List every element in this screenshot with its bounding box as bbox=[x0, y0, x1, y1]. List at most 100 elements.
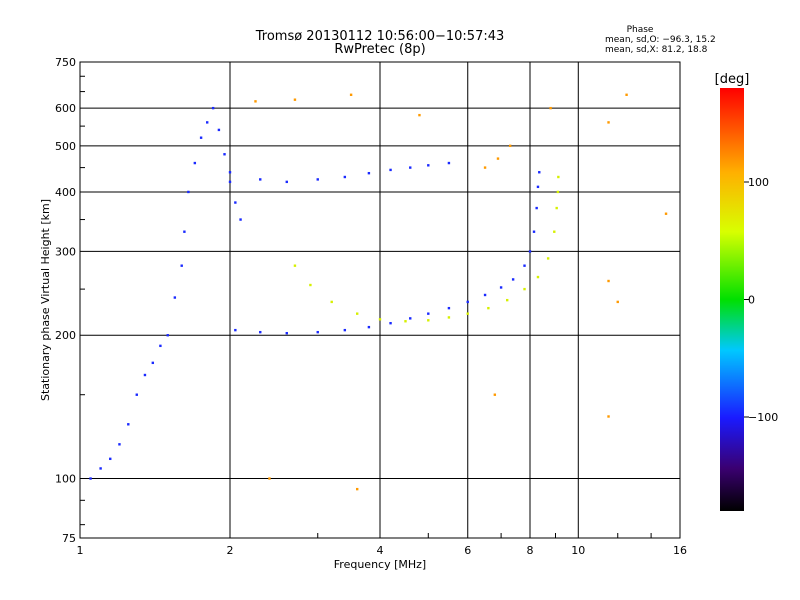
data-point bbox=[217, 128, 221, 132]
data-point bbox=[254, 100, 257, 103]
y-tick-label: 600 bbox=[55, 102, 76, 115]
y-gridlines bbox=[80, 75, 680, 526]
data-point bbox=[447, 306, 451, 310]
y-tick-label: 200 bbox=[55, 329, 76, 342]
data-point bbox=[532, 230, 536, 233]
colorbar bbox=[720, 88, 744, 511]
data-point bbox=[316, 178, 319, 181]
data-point bbox=[511, 278, 515, 281]
x-tick-label: 10 bbox=[571, 544, 585, 557]
data-point bbox=[135, 393, 138, 396]
data-point bbox=[285, 180, 288, 184]
data-point bbox=[536, 275, 540, 279]
data-point bbox=[466, 300, 469, 304]
data-point bbox=[664, 212, 668, 215]
data-point bbox=[355, 487, 359, 491]
data-point bbox=[499, 286, 503, 289]
x-axis-label: Frequency [MHz] bbox=[334, 558, 426, 571]
data-point bbox=[285, 331, 288, 335]
data-point bbox=[367, 325, 371, 329]
colorbar-tick-label: 0 bbox=[748, 294, 755, 307]
y-axis-label: Stationary phase Virtual Height [km] bbox=[39, 199, 52, 401]
data-point bbox=[183, 230, 186, 233]
data-point bbox=[389, 321, 392, 325]
data-point bbox=[228, 171, 232, 174]
y-tick-label: 75 bbox=[62, 532, 76, 545]
data-point bbox=[447, 161, 451, 165]
data-point bbox=[309, 283, 312, 287]
data-point bbox=[293, 98, 297, 101]
data-point bbox=[409, 317, 412, 320]
data-point bbox=[143, 373, 147, 377]
series-o-mode-trace-f-layer-low- bbox=[234, 171, 541, 335]
data-point bbox=[427, 164, 430, 167]
data-point bbox=[536, 185, 540, 189]
data-point bbox=[259, 330, 262, 334]
data-point bbox=[557, 175, 560, 179]
x-tick-label: 16 bbox=[673, 544, 687, 557]
data-point bbox=[538, 171, 541, 174]
data-point bbox=[483, 166, 487, 169]
data-point bbox=[553, 230, 556, 233]
data-point bbox=[378, 318, 382, 321]
data-point bbox=[316, 330, 319, 334]
y-tick-label: 750 bbox=[55, 56, 76, 69]
data-point bbox=[199, 136, 203, 139]
data-point bbox=[607, 279, 610, 283]
x-tick-label: 1 bbox=[77, 544, 84, 557]
plot-frame bbox=[79, 61, 681, 539]
data-point bbox=[166, 334, 169, 337]
data-point bbox=[173, 296, 177, 299]
data-point bbox=[535, 206, 538, 210]
series-x-mode-trace bbox=[293, 175, 560, 323]
x-gridlines bbox=[229, 62, 652, 538]
data-point bbox=[546, 257, 550, 260]
data-point bbox=[193, 161, 197, 165]
data-point bbox=[493, 393, 497, 396]
x-tick-label: 8 bbox=[527, 544, 534, 557]
data-point bbox=[555, 206, 558, 210]
data-point bbox=[127, 423, 130, 426]
data-point bbox=[523, 264, 526, 267]
x-tick-labels: 1 2 4 6 8 10 16 bbox=[77, 544, 688, 557]
data-point bbox=[99, 467, 102, 470]
data-point bbox=[234, 201, 237, 204]
x-tick-label: 2 bbox=[227, 544, 234, 557]
colorbar-label: [deg] bbox=[715, 72, 750, 87]
series-o-mode-trace-f-layer-upper- bbox=[228, 161, 451, 184]
data-point bbox=[180, 264, 183, 267]
data-point bbox=[447, 316, 451, 319]
data-point bbox=[89, 477, 92, 480]
colorbar-ticks: 100 0 −100 bbox=[744, 176, 778, 424]
data-points bbox=[89, 93, 668, 491]
data-point bbox=[487, 306, 490, 310]
colorbar-tick-label: 100 bbox=[748, 176, 769, 189]
data-point bbox=[211, 106, 215, 110]
data-point bbox=[205, 121, 209, 124]
data-point bbox=[508, 144, 512, 148]
x-tick-label: 4 bbox=[377, 544, 384, 557]
data-point bbox=[404, 320, 407, 323]
data-point bbox=[343, 328, 347, 332]
data-point bbox=[607, 415, 610, 418]
data-point bbox=[496, 157, 500, 160]
stats-x-mode: mean, sd,X: 81.2, 18.8 bbox=[605, 45, 708, 55]
data-point bbox=[466, 312, 469, 315]
y-tick-label: 100 bbox=[55, 473, 76, 486]
data-point bbox=[625, 93, 628, 96]
chart-title-line1: Tromsø 20130112 10:56:00−10:57:43 bbox=[255, 29, 505, 44]
data-point bbox=[367, 171, 371, 175]
data-point bbox=[607, 121, 610, 124]
y-tick-label: 500 bbox=[55, 140, 76, 153]
data-point bbox=[228, 180, 232, 184]
data-point bbox=[616, 300, 619, 304]
data-point bbox=[409, 166, 412, 169]
y-tick-label: 300 bbox=[55, 245, 76, 258]
data-point bbox=[343, 175, 347, 179]
stats-o-mode: mean, sd,O: −96.3, 15.2 bbox=[605, 35, 716, 45]
data-point bbox=[349, 93, 353, 96]
data-point bbox=[187, 190, 190, 194]
chart-title-line2: RwPretec (8p) bbox=[334, 42, 425, 57]
y-tick-labels: 75 100 200 300 400 500 600 750 bbox=[55, 56, 76, 545]
data-point bbox=[427, 319, 430, 322]
